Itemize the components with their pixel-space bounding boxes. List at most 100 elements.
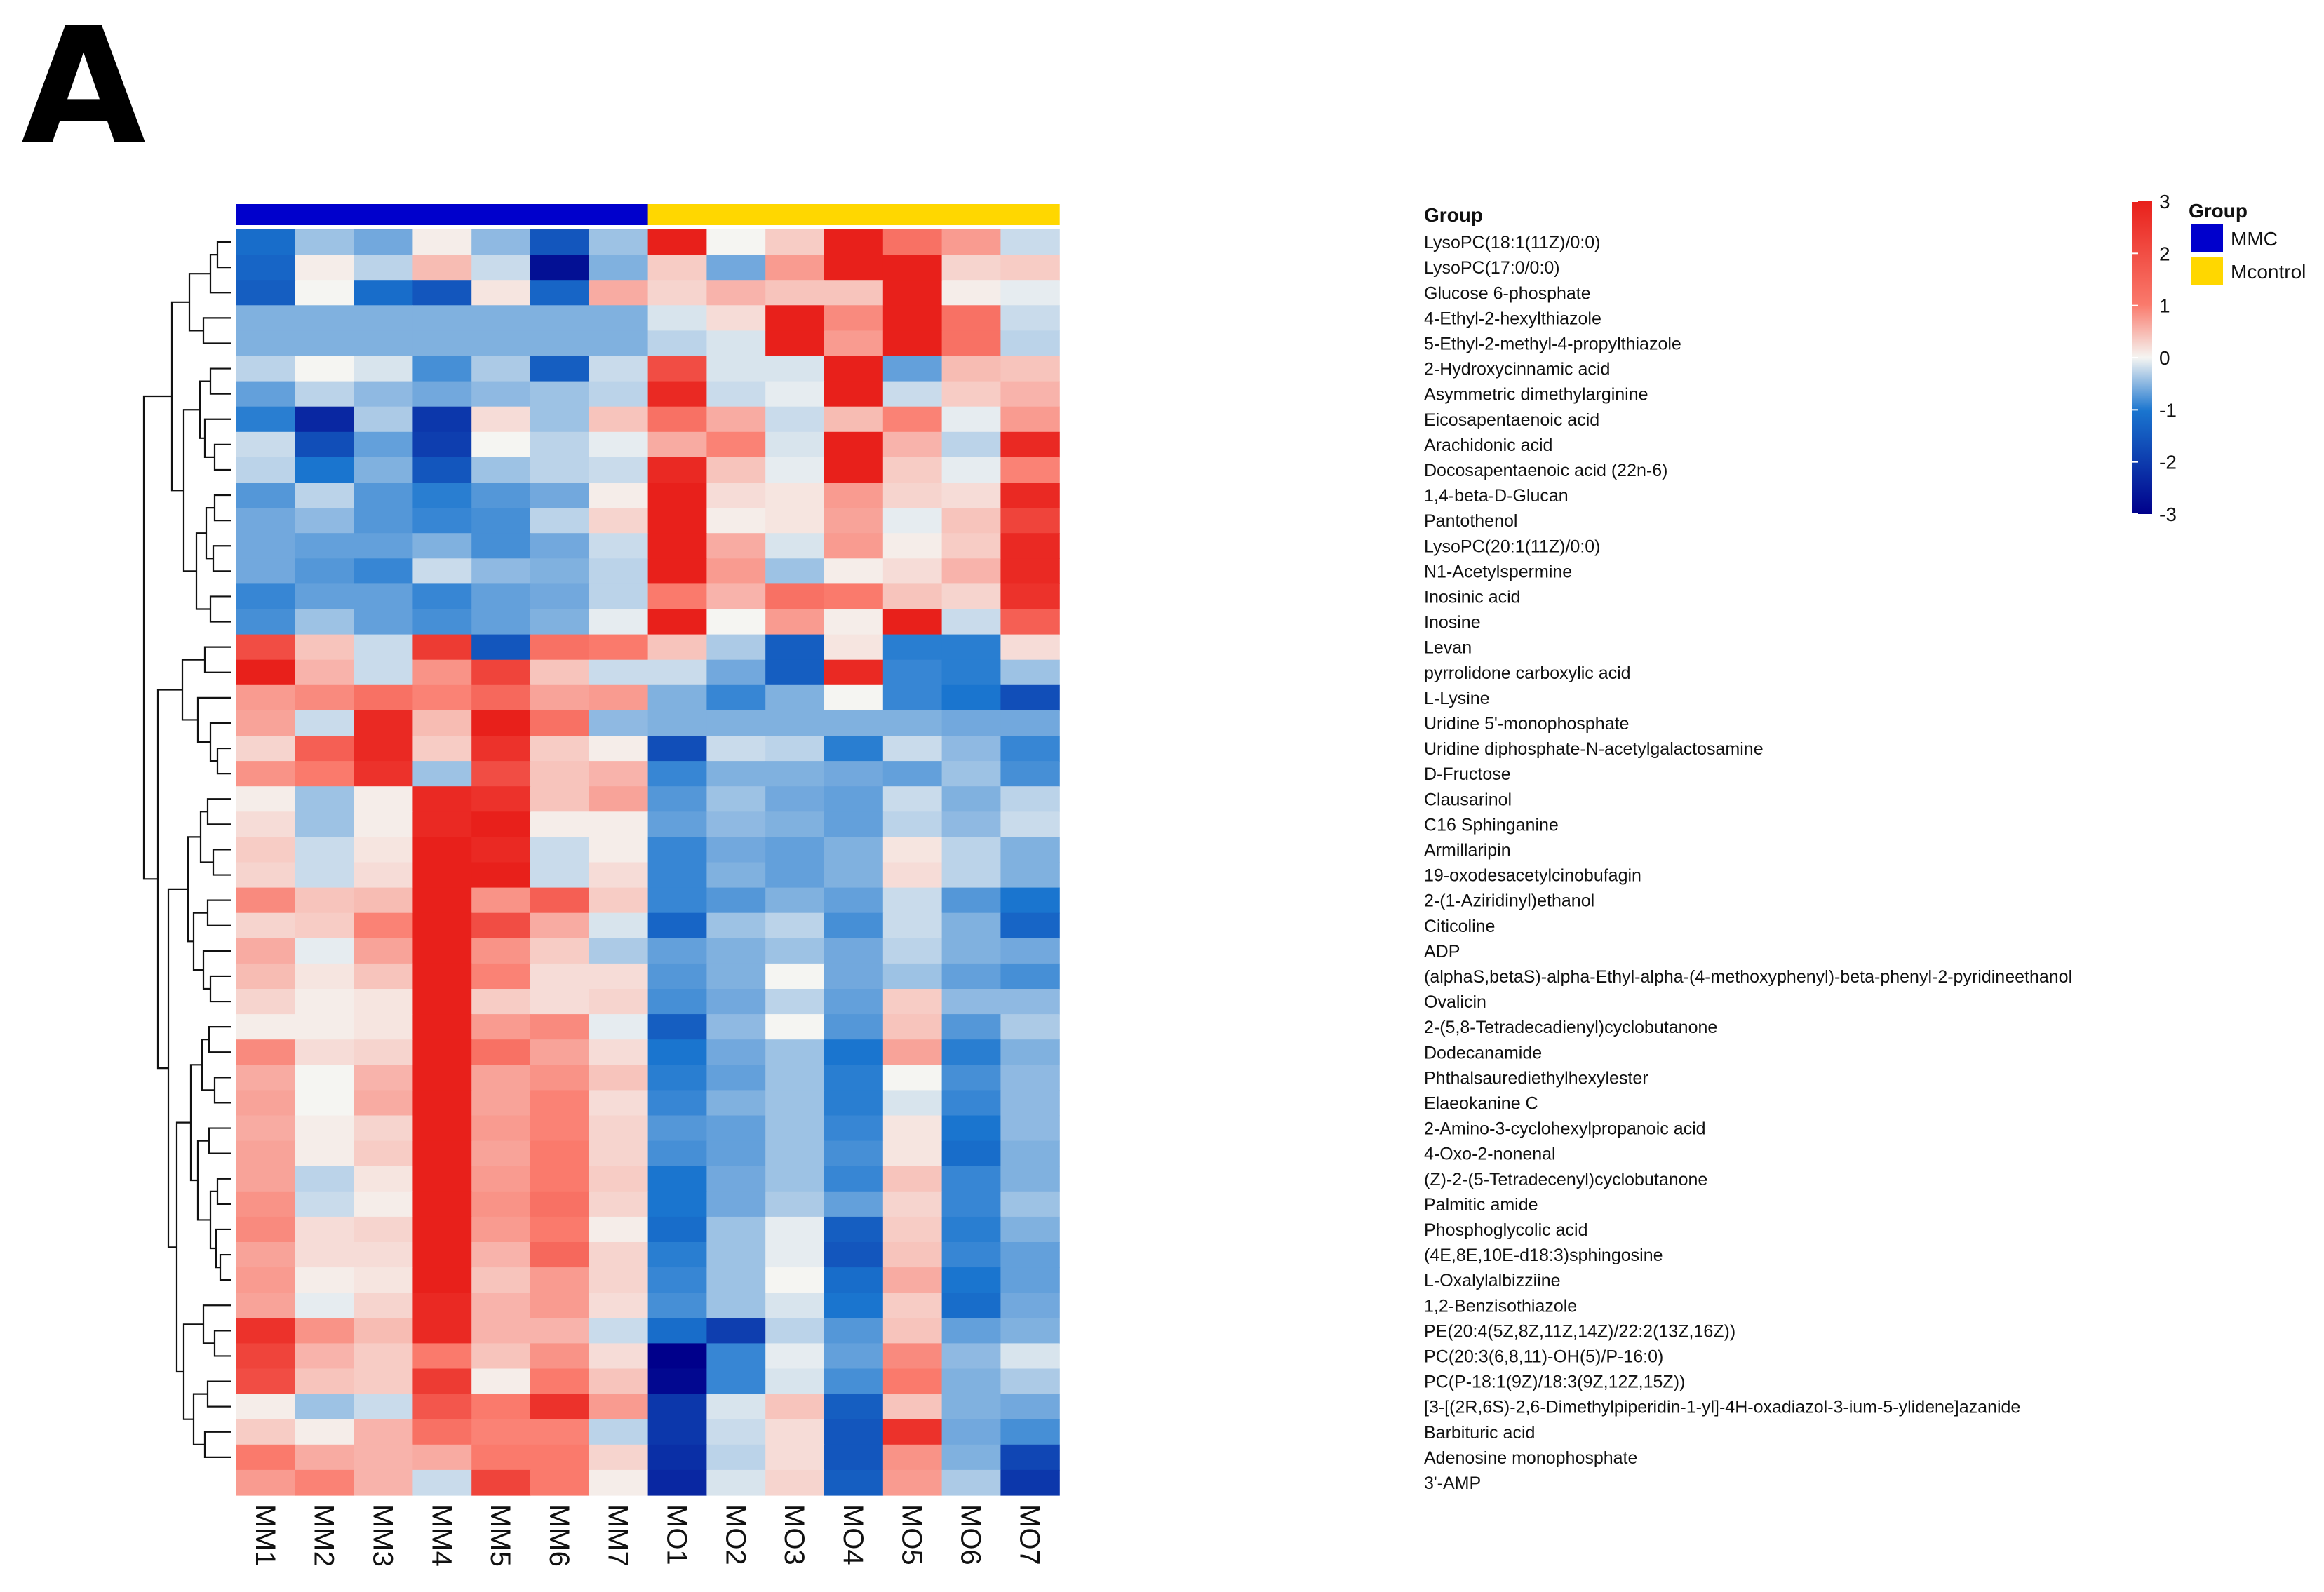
- heatmap-cell: [412, 1014, 472, 1040]
- heatmap-cell: [706, 1419, 766, 1445]
- heatmap-cell: [1000, 1166, 1060, 1192]
- heatmap-cell: [530, 457, 590, 483]
- heatmap-cell: [824, 1039, 884, 1065]
- heatmap-cell: [824, 862, 884, 889]
- heatmap-cell: [765, 406, 825, 433]
- heatmap-cell: [530, 280, 590, 306]
- heatmap-cell: [354, 406, 413, 433]
- heatmap-cell: [706, 1444, 766, 1471]
- heatmap-cell: [941, 837, 1001, 863]
- heatmap-cell: [824, 1267, 884, 1293]
- heatmap-cell: [354, 710, 413, 736]
- row-label: Levan: [1424, 638, 1472, 658]
- heatmap-cell: [1000, 305, 1060, 331]
- heatmap-cell: [941, 406, 1001, 433]
- heatmap-cell: [295, 862, 355, 889]
- group-bar-segment: [941, 204, 1001, 225]
- heatmap-cell: [1000, 1469, 1060, 1496]
- row-labels: LysoPC(18:1(11Z)/0:0) LysoPC(17:0/0:0) Glu…: [1424, 233, 2072, 1493]
- heatmap-cell: [824, 1065, 884, 1091]
- row-label: ADP: [1424, 942, 1460, 962]
- heatmap-cell: [412, 483, 472, 508]
- heatmap-cell: [530, 912, 590, 939]
- heatmap-cell: [1000, 280, 1060, 306]
- dendrogram-branch: [209, 975, 231, 1003]
- heatmap-cell: [1000, 963, 1060, 990]
- heatmap-cell: [647, 887, 707, 914]
- heatmap-cell: [295, 457, 355, 483]
- heatmap-cell: [882, 1368, 943, 1395]
- heatmap-cell: [236, 280, 296, 306]
- heatmap-cell: [354, 1343, 413, 1370]
- heatmap-cell: [1000, 1368, 1060, 1395]
- heatmap-cell: [295, 1216, 355, 1243]
- group-bar-segment: [471, 204, 531, 225]
- heatmap-cell: [589, 912, 649, 939]
- row-label: Armillaripin: [1424, 841, 1511, 861]
- heatmap-cell: [530, 634, 590, 661]
- dendrogram-branch: [209, 595, 231, 623]
- heatmap-cell: [295, 912, 355, 939]
- heatmap-cell: [647, 710, 707, 736]
- heatmap-cell: [471, 963, 531, 990]
- heatmap-cell: [412, 255, 472, 281]
- heatmap-cell: [647, 1318, 707, 1344]
- heatmap-cell: [765, 736, 825, 762]
- heatmap-cell: [647, 912, 707, 939]
- heatmap-cell: [706, 1140, 766, 1167]
- dendrogram-branch: [213, 494, 231, 522]
- heatmap-cell: [354, 457, 413, 483]
- heatmap-cell: [530, 887, 590, 914]
- heatmap-cell: [471, 659, 531, 686]
- heatmap-cell: [824, 1166, 884, 1192]
- heatmap-cell: [589, 634, 649, 661]
- heatmap-cell: [589, 483, 649, 508]
- heatmap-cell: [530, 1394, 590, 1420]
- heatmap-cell: [765, 457, 825, 483]
- heatmap-cell: [941, 989, 1001, 1015]
- column-label: MO7: [1014, 1504, 1045, 1565]
- heatmap-cell: [882, 609, 943, 635]
- heatmap-cell: [882, 508, 943, 534]
- heatmap-cell: [412, 356, 472, 382]
- heatmap-cell: [236, 761, 296, 787]
- heatmap-cell: [647, 457, 707, 483]
- heatmap-cell: [354, 229, 413, 255]
- heatmap-cell: [647, 837, 707, 863]
- group-bar-segment: [295, 204, 355, 225]
- heatmap-cell: [765, 483, 825, 508]
- heatmap-cell: [941, 1394, 1001, 1420]
- heatmap-cell: [882, 280, 943, 306]
- heatmap-cell: [824, 684, 884, 711]
- heatmap-cell: [530, 1343, 590, 1370]
- heatmap-cell: [941, 431, 1001, 458]
- heatmap-cell: [882, 1394, 943, 1420]
- heatmap-cell: [765, 508, 825, 534]
- group-bar-segment: [647, 204, 707, 225]
- heatmap-cell: [471, 710, 531, 736]
- heatmap-cell: [412, 508, 472, 534]
- heatmap-cell: [412, 1368, 472, 1395]
- heatmap-cell: [706, 837, 766, 863]
- heatmap-cell: [824, 837, 884, 863]
- heatmap-cell: [530, 1039, 590, 1065]
- heatmap-cell: [530, 533, 590, 559]
- heatmap-cell: [706, 1090, 766, 1117]
- heatmap-cell: [765, 786, 825, 812]
- row-label: 4-Ethyl-2-hexylthiazole: [1424, 309, 1601, 328]
- heatmap-cell: [765, 1065, 825, 1091]
- heatmap-cell: [941, 963, 1001, 990]
- dendrogram-branch: [209, 367, 231, 395]
- heatmap-cell: [471, 811, 531, 837]
- heatmap-cell: [824, 710, 884, 736]
- heatmap-cell: [824, 431, 884, 458]
- heatmap-cell: [530, 1191, 590, 1217]
- heatmap-cell: [530, 1014, 590, 1040]
- heatmap-cell: [706, 786, 766, 812]
- heatmap-cell: [412, 786, 472, 812]
- heatmap-cell: [824, 736, 884, 762]
- heatmap-cell: [765, 634, 825, 661]
- heatmap-cell: [647, 634, 707, 661]
- heatmap-cell: [589, 1216, 649, 1243]
- dendrogram-branch: [206, 899, 231, 926]
